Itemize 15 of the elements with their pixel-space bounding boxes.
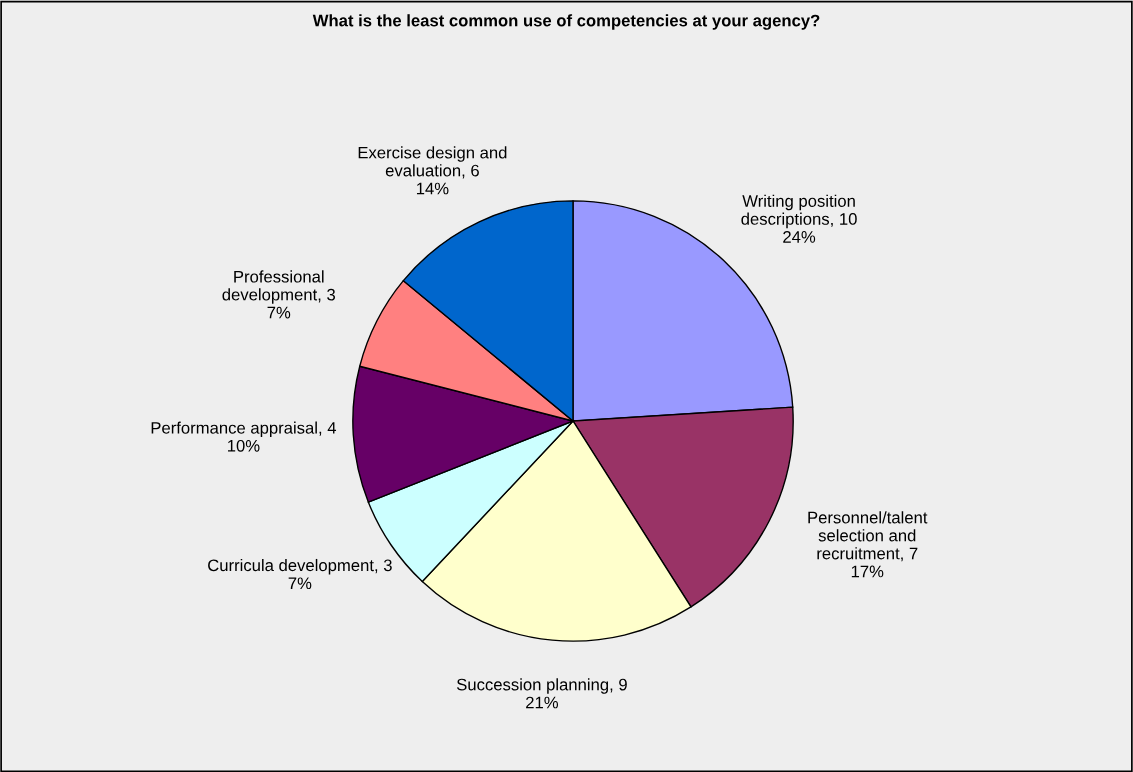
slice-label: Curricula development, 3 xyxy=(208,558,392,575)
slice-label: Personnel/talent selection and recruitment, 7 xyxy=(808,511,928,562)
slice-label: Writing position descriptions, 10 xyxy=(741,194,857,229)
slice-label: Professional development, 3 xyxy=(222,270,336,304)
data-label: 10% xyxy=(228,439,260,452)
slice-label: Succession planning, 9 xyxy=(456,678,627,694)
data-label: 17% xyxy=(851,565,884,578)
data-label: 21% xyxy=(526,696,559,709)
data-label: 14% xyxy=(416,182,449,195)
data-label: 7% xyxy=(288,577,312,590)
data-label: 24% xyxy=(783,231,816,243)
data-label: 7% xyxy=(267,306,291,319)
chart-title: What is the least common use of competencies at your agency? xyxy=(312,14,820,30)
slice-label: Exercise design and evaluation, 6 xyxy=(358,146,507,179)
slice-label: Performance appraisal, 4 xyxy=(151,421,337,438)
